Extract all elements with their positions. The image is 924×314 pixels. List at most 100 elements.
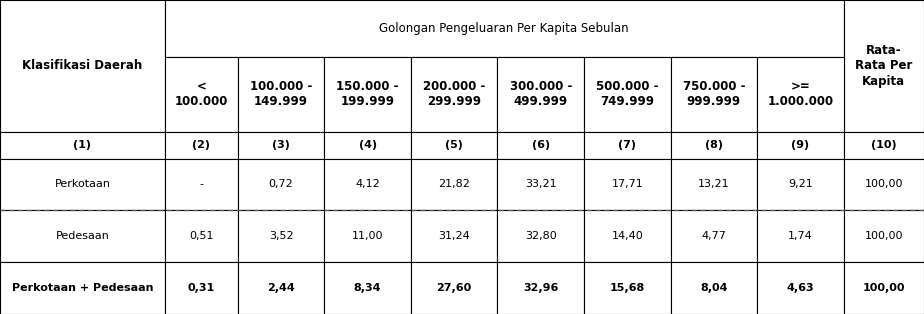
Bar bbox=[237, 262, 324, 314]
Bar bbox=[497, 159, 584, 210]
Text: (7): (7) bbox=[618, 140, 637, 150]
Text: 300.000 -
499.999: 300.000 - 499.999 bbox=[509, 80, 572, 108]
Bar bbox=[324, 210, 411, 262]
Bar bbox=[237, 159, 324, 210]
Text: 8,34: 8,34 bbox=[354, 283, 382, 293]
Bar bbox=[584, 210, 671, 262]
Text: 13,21: 13,21 bbox=[698, 180, 730, 189]
Bar bbox=[164, 0, 844, 57]
Bar bbox=[671, 262, 757, 314]
Bar bbox=[584, 57, 671, 132]
Text: Perkotaan + Pedesaan: Perkotaan + Pedesaan bbox=[12, 283, 153, 293]
Bar bbox=[164, 262, 237, 314]
Text: 27,60: 27,60 bbox=[436, 283, 472, 293]
Text: 750.000 -
999.999: 750.000 - 999.999 bbox=[683, 80, 745, 108]
Bar bbox=[844, 0, 924, 132]
Text: (10): (10) bbox=[871, 140, 896, 150]
Bar bbox=[324, 262, 411, 314]
Bar bbox=[757, 132, 844, 159]
Text: 21,82: 21,82 bbox=[438, 180, 470, 189]
Text: 8,04: 8,04 bbox=[700, 283, 727, 293]
Bar bbox=[237, 210, 324, 262]
Text: 1,74: 1,74 bbox=[788, 231, 813, 241]
Bar bbox=[324, 132, 411, 159]
Text: 11,00: 11,00 bbox=[352, 231, 383, 241]
Text: 32,96: 32,96 bbox=[523, 283, 558, 293]
Text: >=
1.000.000: >= 1.000.000 bbox=[767, 80, 833, 108]
Text: Pedesaan: Pedesaan bbox=[55, 231, 109, 241]
Text: 33,21: 33,21 bbox=[525, 180, 556, 189]
Bar bbox=[164, 159, 237, 210]
Text: (5): (5) bbox=[445, 140, 463, 150]
Bar bbox=[324, 159, 411, 210]
Text: 4,63: 4,63 bbox=[786, 283, 814, 293]
Text: 0,31: 0,31 bbox=[188, 283, 215, 293]
Bar bbox=[757, 210, 844, 262]
Bar bbox=[497, 262, 584, 314]
Bar bbox=[164, 132, 237, 159]
Bar bbox=[237, 57, 324, 132]
Bar bbox=[411, 57, 497, 132]
Bar bbox=[497, 132, 584, 159]
Bar bbox=[584, 159, 671, 210]
Bar bbox=[164, 210, 237, 262]
Text: 4,77: 4,77 bbox=[701, 231, 726, 241]
Bar bbox=[411, 132, 497, 159]
Bar bbox=[671, 57, 757, 132]
Text: -: - bbox=[200, 180, 203, 189]
Text: (2): (2) bbox=[192, 140, 211, 150]
Bar bbox=[324, 57, 411, 132]
Text: 100,00: 100,00 bbox=[865, 231, 903, 241]
Bar bbox=[671, 132, 757, 159]
Text: 200.000 -
299.999: 200.000 - 299.999 bbox=[423, 80, 485, 108]
Bar bbox=[411, 210, 497, 262]
Bar bbox=[584, 262, 671, 314]
Text: 32,80: 32,80 bbox=[525, 231, 556, 241]
Text: 9,21: 9,21 bbox=[788, 180, 813, 189]
Bar bbox=[497, 210, 584, 262]
Bar bbox=[0, 262, 164, 314]
Bar bbox=[0, 159, 164, 210]
Bar bbox=[671, 159, 757, 210]
Text: (6): (6) bbox=[531, 140, 550, 150]
Bar bbox=[757, 57, 844, 132]
Bar bbox=[411, 159, 497, 210]
Bar bbox=[844, 159, 924, 210]
Text: 100,00: 100,00 bbox=[865, 180, 903, 189]
Bar bbox=[411, 262, 497, 314]
Text: (3): (3) bbox=[273, 140, 290, 150]
Text: 100.000 -
149.999: 100.000 - 149.999 bbox=[249, 80, 312, 108]
Text: 4,12: 4,12 bbox=[355, 180, 380, 189]
Text: (8): (8) bbox=[705, 140, 723, 150]
Bar bbox=[844, 210, 924, 262]
Bar bbox=[844, 262, 924, 314]
Text: 3,52: 3,52 bbox=[269, 231, 294, 241]
Bar bbox=[584, 132, 671, 159]
Text: 0,72: 0,72 bbox=[269, 180, 294, 189]
Text: Rata-
Rata Per
Kapita: Rata- Rata Per Kapita bbox=[855, 44, 913, 88]
Bar bbox=[0, 132, 164, 159]
Bar bbox=[0, 210, 164, 262]
Text: (9): (9) bbox=[791, 140, 809, 150]
Text: 17,71: 17,71 bbox=[612, 180, 643, 189]
Text: 100,00: 100,00 bbox=[863, 283, 906, 293]
Text: <
100.000: < 100.000 bbox=[175, 80, 228, 108]
Text: 15,68: 15,68 bbox=[610, 283, 645, 293]
Text: 150.000 -
199.999: 150.000 - 199.999 bbox=[336, 80, 399, 108]
Text: (1): (1) bbox=[73, 140, 91, 150]
Bar bbox=[164, 57, 237, 132]
Text: (4): (4) bbox=[359, 140, 377, 150]
Bar bbox=[0, 0, 164, 132]
Bar bbox=[237, 132, 324, 159]
Bar bbox=[671, 210, 757, 262]
Bar bbox=[757, 159, 844, 210]
Text: 31,24: 31,24 bbox=[438, 231, 470, 241]
Text: Klasifikasi Daerah: Klasifikasi Daerah bbox=[22, 59, 142, 73]
Bar bbox=[757, 262, 844, 314]
Bar bbox=[844, 132, 924, 159]
Text: 14,40: 14,40 bbox=[612, 231, 643, 241]
Bar bbox=[497, 57, 584, 132]
Text: Perkotaan: Perkotaan bbox=[55, 180, 110, 189]
Text: 500.000 -
749.999: 500.000 - 749.999 bbox=[596, 80, 659, 108]
Text: 0,51: 0,51 bbox=[189, 231, 213, 241]
